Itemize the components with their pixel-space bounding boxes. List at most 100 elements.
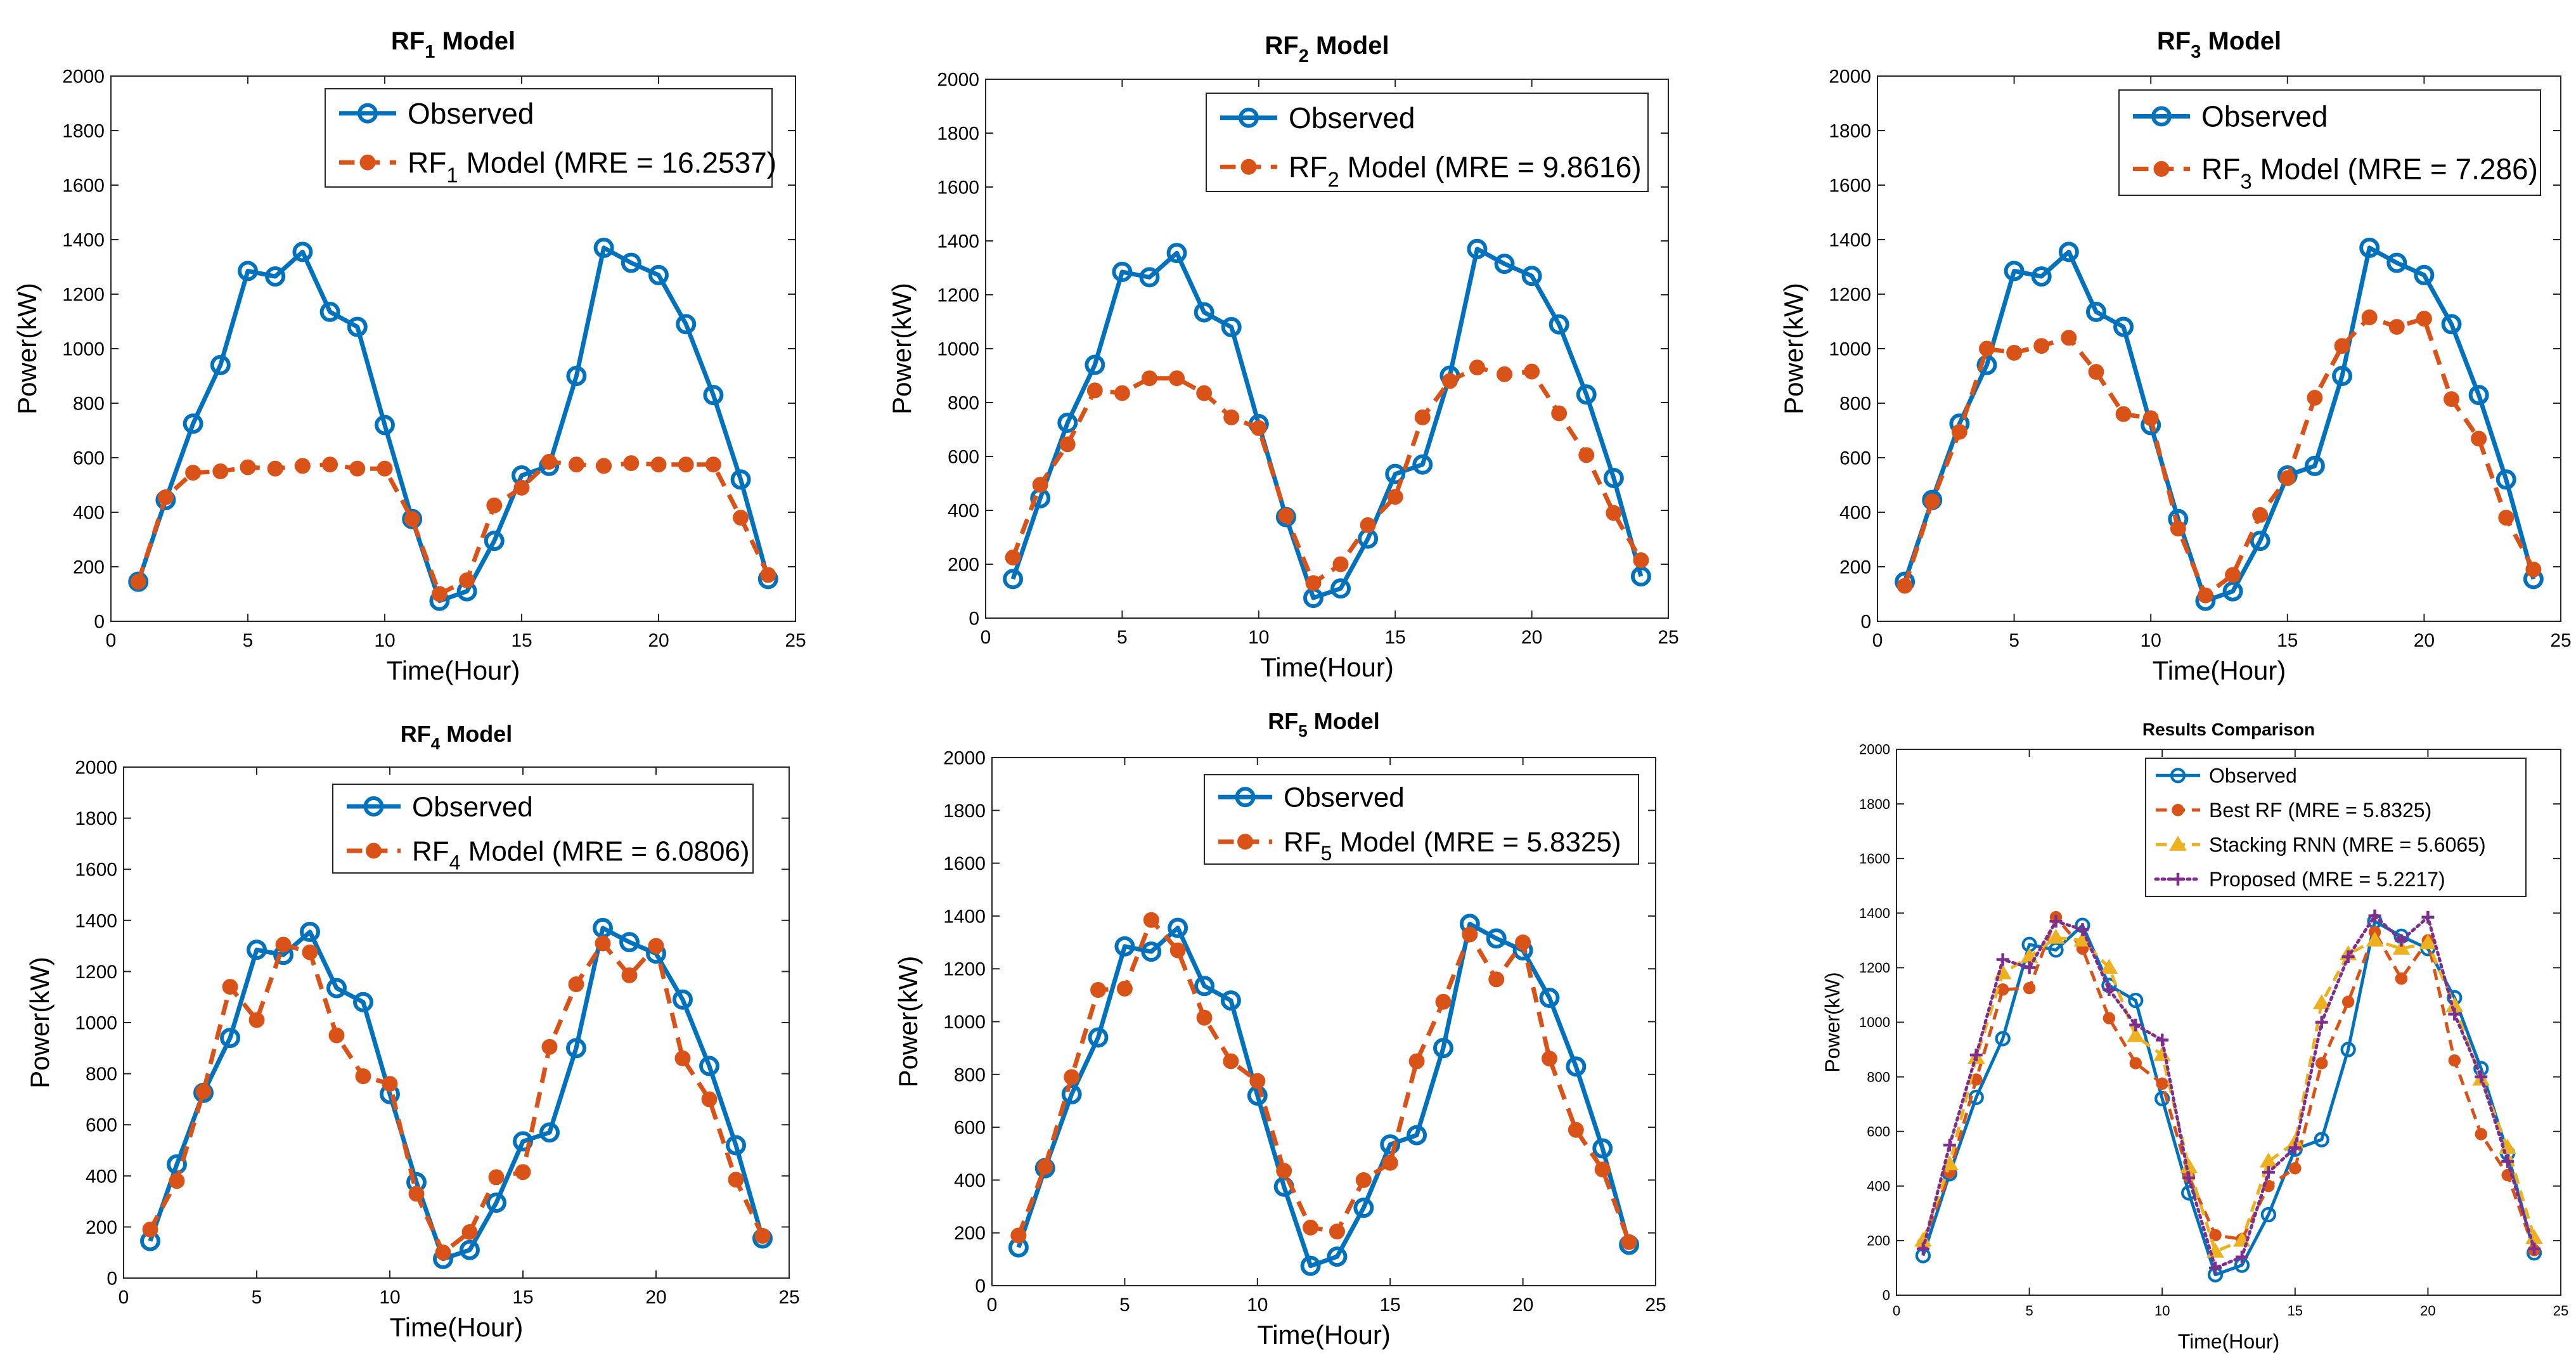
- legend-marker-observed: [2170, 768, 2186, 784]
- y-tick-label: 400: [73, 503, 105, 524]
- data-point: [2103, 1012, 2116, 1024]
- data-point: [1037, 1159, 1053, 1175]
- chart-panel-1: 0 5 10 15 20 25 0 200 400 600 800 1000 1200 1400 1600 1…: [12, 27, 806, 685]
- x-tick-label: 10: [374, 630, 395, 651]
- data-point: [1278, 508, 1294, 524]
- data-point: [355, 1068, 371, 1085]
- data-point: [2471, 430, 2487, 447]
- data-point: [566, 1038, 586, 1059]
- y-tick-label: 1000: [62, 339, 105, 360]
- data-point: [1116, 980, 1133, 997]
- y-tick-label: 0: [975, 1276, 986, 1297]
- y-tick-label: 1400: [1859, 905, 1890, 921]
- series-line: [136, 459, 770, 597]
- x-tick-label: 0: [981, 627, 991, 648]
- data-point: [1090, 982, 1106, 998]
- legend: Observed RF5 Model (MRE = 5.8325): [1204, 774, 1639, 865]
- data-point: [1221, 317, 1242, 337]
- y-tick-label: 1400: [937, 231, 979, 252]
- data-point: [1524, 363, 1540, 380]
- x-tick-label: 25: [778, 1287, 799, 1308]
- legend-label-rf-sub: 4: [449, 851, 461, 874]
- data-point: [673, 989, 693, 1010]
- data-point: [142, 1221, 158, 1238]
- data-point: [2388, 319, 2405, 335]
- legend-label-rf-prefix: RF: [2201, 153, 2240, 186]
- y-axis-label: Power(kW): [1779, 283, 1808, 415]
- x-tick-label: 25: [785, 630, 806, 651]
- data-point: [1141, 941, 1162, 962]
- legend-label-rf-prefix: RF: [1284, 827, 1321, 858]
- y-tick-label: 1600: [1859, 851, 1890, 867]
- data-point: [1621, 1234, 1637, 1250]
- data-point: [2289, 1162, 2302, 1175]
- chart-panel-5: 0 5 10 15 20 25 0 200 400 600 800 1000 1200 1400 1600 1…: [893, 708, 1666, 1350]
- data-point: [404, 511, 420, 527]
- data-point: [2180, 1185, 2197, 1201]
- y-tick-label: 0: [1883, 1288, 1890, 1303]
- data-point: [267, 460, 283, 477]
- x-tick-label: 0: [1893, 1303, 1900, 1319]
- chart-title-prefix: RF: [391, 27, 425, 55]
- y-tick-label: 1800: [62, 121, 105, 142]
- data-point: [2386, 252, 2407, 273]
- legend-label-observed-prefix: Observed: [1289, 101, 1415, 134]
- data-point: [2421, 910, 2435, 924]
- y-tick-label: 400: [1867, 1179, 1890, 1194]
- data-point: [1979, 340, 1995, 357]
- legend-label-proposed: Proposed (MRE = 5.2217): [2209, 868, 2445, 891]
- chart-title-sub: 3: [2191, 42, 2201, 62]
- data-point: [1088, 1027, 1109, 1048]
- legend-marker-rf: [359, 154, 376, 171]
- data-point: [240, 459, 256, 475]
- data-point: [2047, 929, 2065, 944]
- y-tick-label: 1400: [62, 230, 105, 251]
- y-tick-label: 400: [1839, 503, 1871, 524]
- data-point: [1414, 409, 1431, 425]
- legend-box: [2118, 89, 2541, 196]
- data-point: [1603, 468, 1624, 488]
- legend: Observed RF2 Model (MRE = 9.8616): [1206, 93, 1649, 192]
- data-point: [2501, 1155, 2515, 1168]
- data-point: [2525, 561, 2542, 578]
- data-point: [2061, 330, 2077, 346]
- legend-label-observed-prefix: Observed: [1284, 782, 1405, 813]
- data-point: [513, 1131, 533, 1152]
- legend-label-observed: Observed: [1284, 782, 1405, 813]
- legend-label-rf-suffix: Model (MRE = 9.8616): [1339, 150, 1642, 183]
- data-point: [167, 1154, 187, 1175]
- legend-label-rf: RF3 Model (MRE = 7.286): [2201, 153, 2538, 193]
- legend-label-observed-prefix: Observed: [408, 97, 534, 130]
- legend-label-rf-prefix: RF: [1289, 150, 1327, 183]
- y-tick-label: 0: [94, 612, 105, 633]
- x-tick-label: 20: [2414, 630, 2435, 651]
- data-point: [1303, 1219, 1319, 1236]
- series-rf: [1897, 309, 2542, 604]
- y-tick-label: 1600: [937, 178, 979, 198]
- data-point: [1630, 566, 1651, 587]
- data-point: [619, 932, 640, 953]
- data-point: [488, 1169, 505, 1186]
- data-point: [726, 1135, 746, 1156]
- data-point: [2419, 934, 2437, 950]
- legend-label-rf-suffix: Model (MRE = 7.286): [2252, 153, 2538, 186]
- data-point: [157, 489, 174, 505]
- data-point: [703, 385, 724, 406]
- data-point: [541, 1038, 558, 1055]
- data-point: [130, 574, 146, 590]
- x-tick-label: 10: [2154, 1303, 2170, 1319]
- data-point: [760, 567, 776, 583]
- series-line: [1921, 936, 2536, 1253]
- legend-label-observed: Observed: [2201, 100, 2328, 133]
- y-tick-label: 1800: [1829, 121, 1871, 142]
- data-point: [2395, 934, 2408, 947]
- data-point: [1488, 971, 1505, 988]
- x-tick-label: 0: [987, 1295, 998, 1315]
- data-point: [2127, 1027, 2145, 1042]
- legend-marker-observed: [1235, 787, 1256, 808]
- data-point: [248, 1012, 265, 1028]
- legend-label-rf-sub: 5: [1321, 842, 1332, 865]
- data-point: [1387, 489, 1403, 505]
- chart-panel-2: 0 5 10 15 20 25 0 200 400 600 800 1000 1200 1400 1600 1…: [887, 32, 1679, 682]
